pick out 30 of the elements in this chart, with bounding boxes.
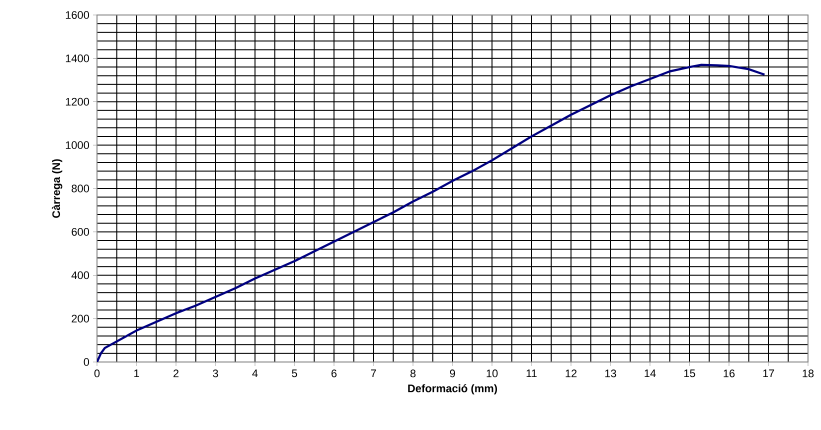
x-tick-label: 0 bbox=[94, 370, 100, 378]
x-tick-label: 9 bbox=[450, 370, 456, 378]
x-tick-label: 18 bbox=[802, 370, 814, 378]
y-tick-label: 1000 bbox=[66, 141, 90, 150]
x-tick-label: 13 bbox=[605, 370, 616, 378]
y-tick-label: 1600 bbox=[66, 11, 90, 19]
x-tick-label: 16 bbox=[724, 370, 735, 378]
y-tick-label: 400 bbox=[71, 271, 90, 280]
x-tick-label: 1 bbox=[134, 370, 140, 378]
x-tick-label: 4 bbox=[252, 370, 258, 378]
x-tick-label: 3 bbox=[212, 370, 218, 378]
x-axis-title: Deformació (mm) bbox=[408, 384, 498, 394]
x-tick-label: 2 bbox=[174, 370, 178, 378]
y-tick-label: 200 bbox=[72, 314, 90, 323]
y-tick-label: 800 bbox=[72, 184, 90, 192]
x-tick-label: 17 bbox=[763, 370, 774, 378]
x-tick-label: 6 bbox=[332, 370, 337, 378]
x-tick-label: 15 bbox=[684, 370, 696, 378]
y-tick-label: 1200 bbox=[66, 98, 90, 106]
y-tick-label: 1400 bbox=[66, 54, 90, 62]
y-tick-label: 0 bbox=[84, 358, 90, 366]
x-tick-label: 5 bbox=[292, 370, 298, 378]
x-tick-label: 12 bbox=[566, 370, 577, 378]
x-tick-label: 7 bbox=[371, 370, 376, 378]
x-tick-label: 10 bbox=[486, 370, 498, 378]
x-tick-label: 11 bbox=[526, 370, 537, 378]
y-tick-label: 600 bbox=[72, 228, 90, 236]
x-tick-label: 14 bbox=[644, 370, 656, 378]
y-axis-title: Càrrega (N) bbox=[52, 159, 62, 218]
x-tick-label: 8 bbox=[410, 370, 416, 378]
